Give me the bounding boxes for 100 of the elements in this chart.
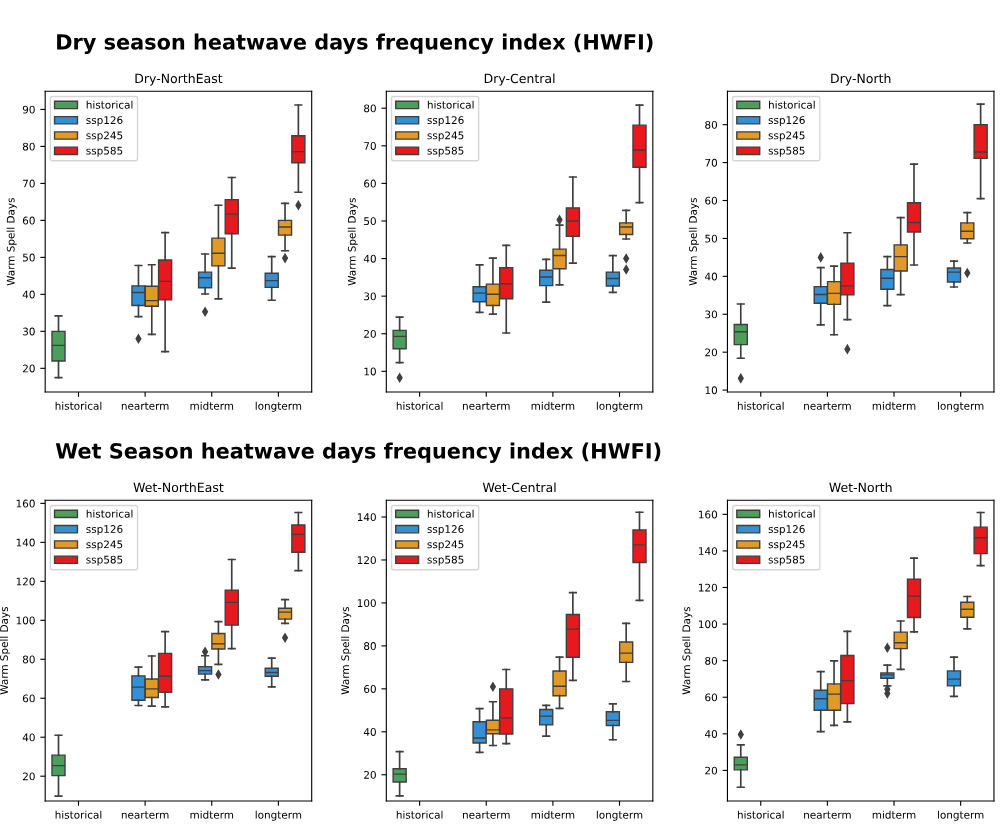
y-tick-label: 60 <box>364 685 376 693</box>
chart-title: Wet-North <box>829 482 892 493</box>
x-tick-label: longterm <box>255 810 302 821</box>
legend-label: ssp585 <box>768 555 805 566</box>
y-tick-label: 40 <box>22 733 35 742</box>
legend-label: ssp126 <box>86 525 123 535</box>
y-tick-label: 20 <box>705 766 718 775</box>
text: Wet Season heatwave days frequency index (HWFI) <box>55 442 661 463</box>
x-tick-label: midterm <box>190 401 234 410</box>
x-tick-label: nearterm <box>804 811 851 819</box>
legend-label: ssp245 <box>86 540 123 551</box>
y-tick-label: 50 <box>364 217 376 226</box>
y-tick-label: 80 <box>22 142 35 151</box>
y-tick-label: 140 <box>698 547 718 556</box>
x-tick-label: nearterm <box>121 402 169 410</box>
y-tick-label: 100 <box>357 599 376 608</box>
y-tick-label: 140 <box>16 538 35 547</box>
text: Dry season heatwave days frequency index (HWFI) <box>57 33 653 54</box>
y-tick-label: 10 <box>364 367 376 376</box>
y-tick-label: 40 <box>704 730 718 738</box>
y-tick-label: 120 <box>698 583 718 592</box>
x-tick-label: historical <box>55 810 102 819</box>
y-tick-label: 90 <box>22 105 35 114</box>
y-axis-title: Warm Spell Days <box>347 198 358 286</box>
y-tick-label: 20 <box>364 329 376 338</box>
y-tick-label: 40 <box>363 728 376 736</box>
y-tick-label: 20 <box>705 348 718 357</box>
y-tick-label: 20 <box>22 364 35 373</box>
x-tick-label: historical <box>396 401 443 410</box>
y-tick-label: 30 <box>23 327 35 336</box>
chart-title: Dry-Central <box>484 73 555 86</box>
legend-label: ssp245 <box>427 131 464 142</box>
y-tick-label: 50 <box>705 234 718 243</box>
y-tick-label: 60 <box>705 196 718 205</box>
y-tick-label: 100 <box>16 616 35 625</box>
x-tick-label: midterm <box>190 810 234 819</box>
x-tick-label: midterm <box>872 810 916 819</box>
y-tick-label: 80 <box>364 642 376 650</box>
legend-label: historical <box>769 509 815 518</box>
y-tick-label: 40 <box>704 272 718 281</box>
y-tick-label: 20 <box>364 770 376 779</box>
y-tick-label: 70 <box>364 142 376 150</box>
legend-label: ssp245 <box>768 540 805 551</box>
y-tick-label: 140 <box>357 513 376 522</box>
y-tick-label: 80 <box>364 104 376 113</box>
chart-title: Dry-NorthEast <box>135 73 223 86</box>
y-tick-label: 120 <box>16 577 35 586</box>
y-tick-label: 30 <box>705 310 718 319</box>
y-tick-label: 20 <box>22 772 35 781</box>
y-axis-title: Warm Spell Days <box>6 198 17 286</box>
y-tick-label: 10 <box>705 386 718 395</box>
legend-label: ssp126 <box>768 525 805 535</box>
y-tick-label: 40 <box>363 254 376 263</box>
chart-title: Wet-Central <box>482 482 556 493</box>
x-tick-label: nearterm <box>462 402 510 410</box>
chart-title: Dry-North <box>831 73 891 86</box>
y-tick-label: 160 <box>698 510 718 519</box>
y-tick-label: 60 <box>364 179 376 188</box>
x-tick-label: longterm <box>596 810 643 821</box>
legend-label: ssp585 <box>427 555 464 566</box>
legend-label: historical <box>86 100 133 109</box>
x-tick-label: midterm <box>531 810 575 819</box>
x-tick-label: longterm <box>938 810 984 821</box>
y-axis-title: Warm Spell Days <box>0 606 11 695</box>
y-tick-label: 80 <box>22 655 35 664</box>
y-tick-label: 60 <box>22 694 35 703</box>
y-tick-label: 120 <box>357 556 376 565</box>
legend-label: ssp585 <box>86 146 123 157</box>
y-tick-label: 80 <box>705 120 718 129</box>
x-tick-label: longterm <box>596 401 643 412</box>
legend-label: historical <box>427 100 474 109</box>
x-tick-label: historical <box>55 401 102 410</box>
chart-title: Wet-NorthEast <box>133 482 224 493</box>
x-tick-label: nearterm <box>804 402 851 410</box>
y-tick-label: 80 <box>705 656 718 665</box>
y-tick-label: 60 <box>705 693 718 702</box>
y-tick-label: 160 <box>16 499 35 508</box>
legend-label: ssp126 <box>427 525 464 535</box>
legend-label: ssp126 <box>427 116 464 127</box>
legend-label: historical <box>769 100 815 109</box>
y-axis-title: Warm Spell Days <box>688 198 699 286</box>
y-tick-label: 50 <box>23 253 35 262</box>
y-tick-label: 70 <box>23 179 35 188</box>
legend-label: historical <box>427 509 474 518</box>
legend-label: ssp245 <box>427 540 464 551</box>
legend-label: ssp585 <box>427 146 464 157</box>
x-tick-label: nearterm <box>121 811 169 819</box>
x-tick-label: longterm <box>255 401 302 412</box>
x-tick-label: historical <box>396 810 443 819</box>
legend-label: ssp245 <box>86 131 123 142</box>
legend-label: ssp245 <box>768 131 805 142</box>
legend-label: ssp126 <box>86 116 123 127</box>
legend-label: ssp585 <box>86 555 123 566</box>
y-tick-label: 40 <box>22 290 35 299</box>
legend-label: ssp585 <box>768 146 805 157</box>
legend-label: historical <box>86 509 133 518</box>
x-tick-label: historical <box>737 401 784 410</box>
x-tick-label: midterm <box>531 401 575 410</box>
y-axis-title: Warm Spell Days <box>682 606 693 695</box>
y-tick-label: 70 <box>705 158 718 167</box>
